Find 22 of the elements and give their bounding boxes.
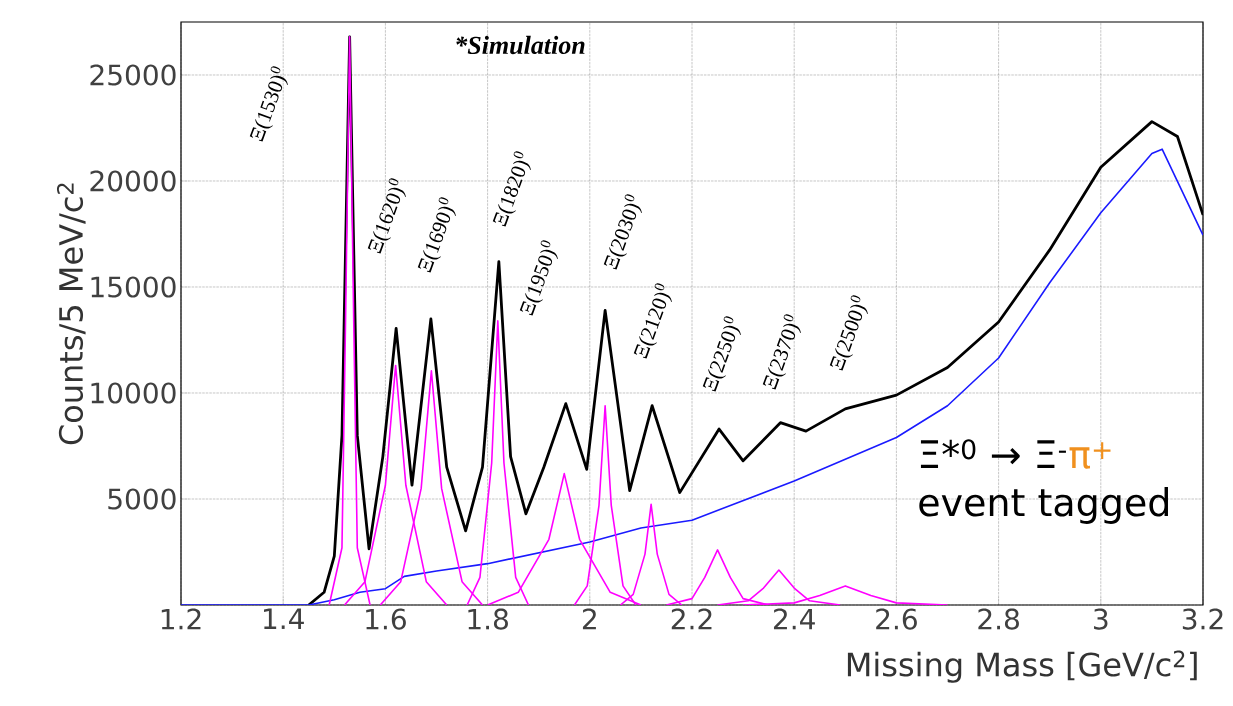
x-tick-label: 2.2 [671,608,712,630]
x-tick-label: 3.2 [1182,608,1223,630]
y-tick-label: 20000 [90,170,176,192]
x-tick-label: 2.6 [876,608,917,630]
y-tick-label: 10000 [91,382,176,404]
annotation: π$^{+}$ [1069,442,1111,469]
x-tick-label: 1.2 [161,608,201,630]
x-tick-label: 1.4 [264,608,304,629]
x-tick-label: 1.8 [468,608,508,630]
annotation: event tagged [919,487,1168,524]
x-tick-label: 1.6 [366,608,406,630]
x-tick-label: 2.4 [773,608,815,630]
y-axis-title: Counts/5 MeV/c$^{2}$ [56,183,86,445]
x-tick-label: 2.8 [978,608,1019,630]
annotation: Ξ*$^{0}$ → Ξ$^{-}$ [920,439,1066,468]
x-tick-label: 2 [582,608,596,630]
x-tick-label: 3 [1094,608,1108,630]
y-tick-label: 5000 [108,488,176,510]
y-tick-label: 15000 [91,276,176,298]
annotation: *Simulation [456,35,585,55]
y-tick-label: 25000 [90,64,176,86]
x-axis-title: Missing Mass [GeV/c$^{2}$] [847,650,1197,683]
